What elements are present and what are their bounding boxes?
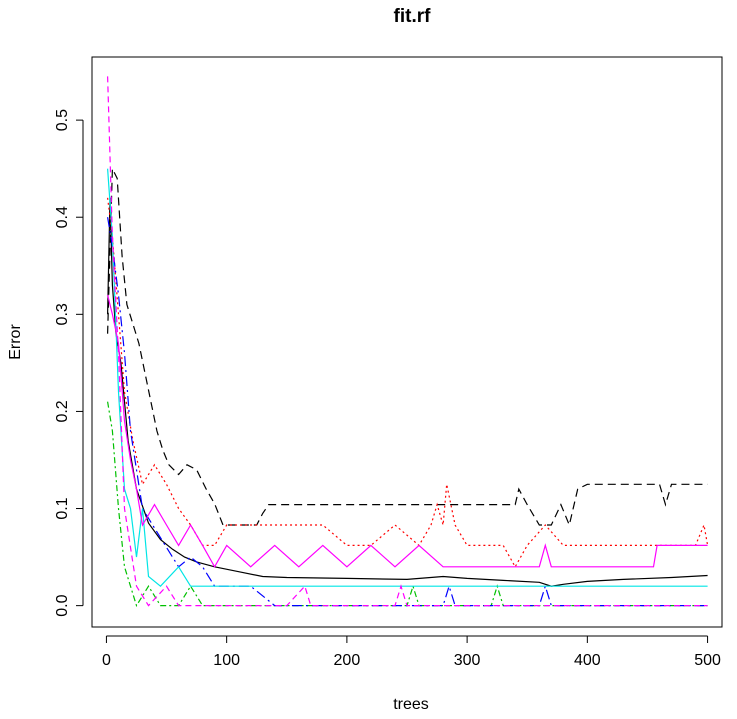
y-tick-label: 0.0: [54, 594, 71, 616]
x-tick-label: 300: [454, 652, 481, 669]
series-line-8: [107, 76, 708, 607]
x-tick-label: 100: [213, 652, 240, 669]
series-line-1: [107, 197, 708, 587]
y-tick-label: 0.2: [54, 400, 71, 422]
series-line-4: [107, 401, 708, 608]
series-line-3: [107, 197, 709, 569]
x-axis-label: trees: [393, 696, 429, 713]
y-tick-label: 0.1: [54, 497, 71, 519]
x-tick-label: 500: [694, 652, 721, 669]
series-line-6: [107, 168, 708, 588]
y-tick-label: 0.5: [54, 109, 71, 131]
x-axis: 0 100 200 300 400 500: [102, 635, 721, 669]
x-tick-label: 400: [574, 652, 601, 669]
plot-frame: [91, 56, 723, 628]
x-tick-label: 200: [334, 652, 361, 669]
y-tick-label: 0.3: [54, 303, 71, 325]
y-tick-label: 0.4: [54, 206, 71, 228]
chart-title: fit.rf: [394, 6, 432, 27]
x-tick-label: 0: [102, 652, 111, 669]
y-axis: 0.0 0.1 0.2 0.3 0.4 0.5: [54, 109, 84, 617]
series-line-5: [107, 217, 708, 607]
series-layer: [107, 76, 709, 608]
series-line-2: [107, 168, 708, 527]
series-line-7: [107, 294, 708, 569]
y-axis-label: Error: [7, 324, 24, 360]
